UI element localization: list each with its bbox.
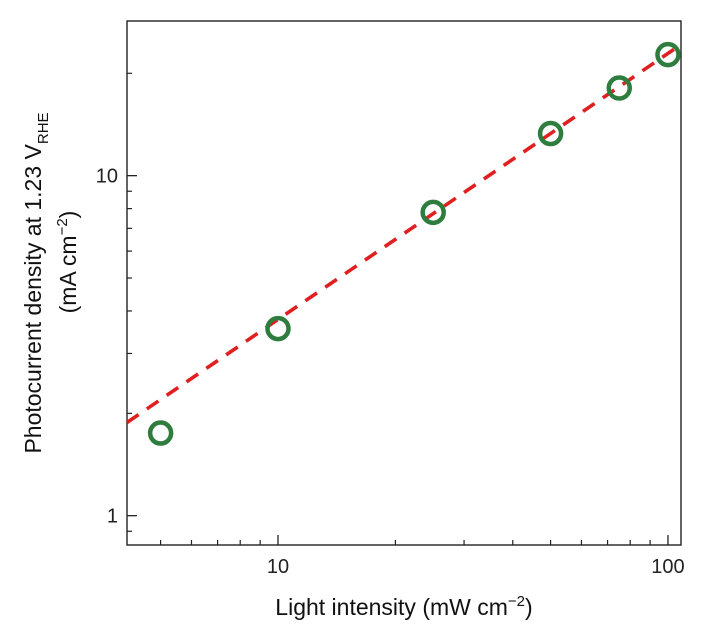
fit-layer [125,43,683,424]
plot-frame [126,20,682,546]
y-axis-title-line2: (mA cm−2) [54,211,81,314]
y-axis-title-main: Photocurrent density at 1.23 V [20,143,46,453]
data-point [655,41,681,68]
x-axis-title-main: Light intensity (mW cm [275,594,508,620]
y-tick-label: 1 [107,506,118,528]
y-axis-units-suffix: ) [55,211,81,219]
y-axis-units-exponent: −2 [54,218,71,235]
data-point [537,120,564,147]
y-axis-title-line1: Photocurrent density at 1.23 VRHE [20,112,52,453]
tick-labels: 10 100 1 10 [96,166,685,578]
y-axis-title-subscript: RHE [35,112,52,144]
points-layer [147,41,681,446]
y-axis-units-main: (mA cm [55,235,81,313]
fit-line [125,43,683,424]
data-point [265,315,291,342]
x-tick-label: 10 [267,556,289,578]
data-point [606,75,632,101]
x-axis-title-suffix: ) [525,594,533,620]
data-point [147,420,174,446]
major-ticks [127,175,669,545]
x-axis-title-exponent: −2 [508,593,525,610]
x-axis-title: Light intensity (mW cm−2) [275,593,532,620]
y-tick-label: 10 [96,166,118,188]
data-point [420,199,446,226]
minor-ticks [127,72,651,545]
x-tick-label: 100 [651,556,684,578]
